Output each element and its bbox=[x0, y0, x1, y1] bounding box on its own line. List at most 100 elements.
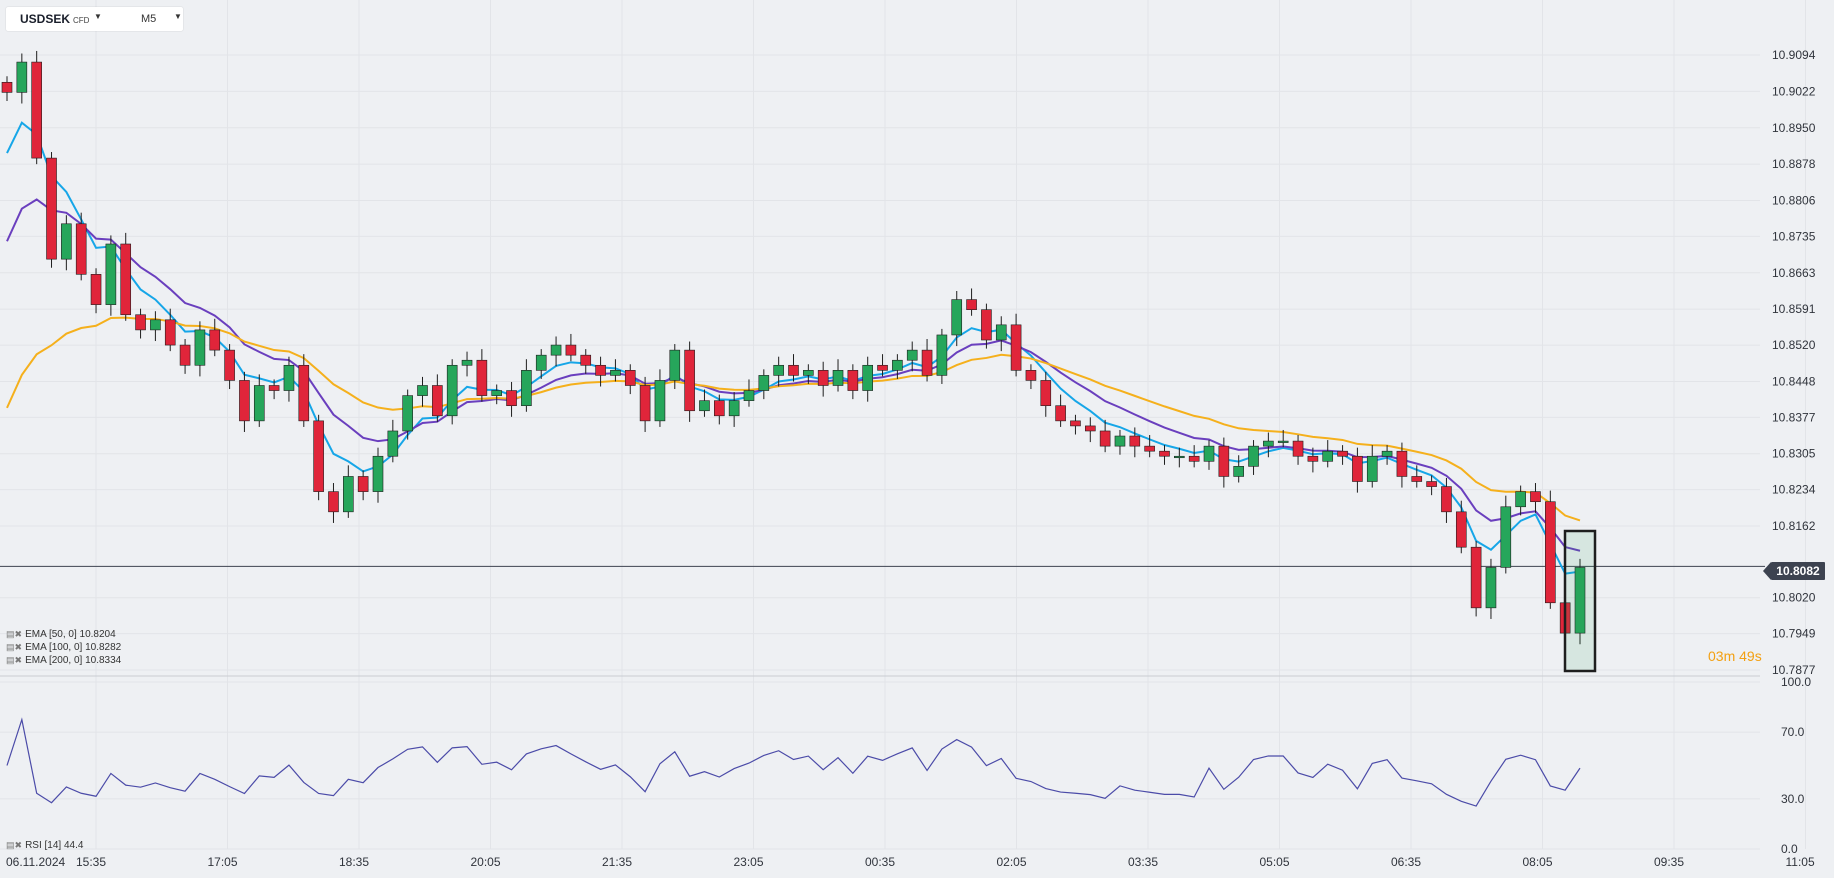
x-tick-label: 06:35 bbox=[1391, 855, 1421, 869]
countdown-seconds: 49 bbox=[1739, 648, 1755, 664]
candle-down bbox=[624, 370, 636, 386]
candlesticks bbox=[1, 50, 1597, 673]
candle-down bbox=[1188, 455, 1200, 462]
candle-down bbox=[981, 309, 992, 341]
close-icon[interactable]: ✖ bbox=[14, 655, 23, 665]
candle-down bbox=[788, 364, 799, 376]
chevron-down-icon[interactable]: ▼ bbox=[94, 12, 102, 21]
rsi-line bbox=[6, 717, 1581, 807]
candle-down bbox=[135, 314, 146, 331]
candle-down bbox=[1307, 455, 1319, 462]
candle-up bbox=[995, 324, 1007, 341]
candle-down bbox=[877, 364, 888, 371]
x-tick-label: 23:05 bbox=[734, 855, 764, 869]
rsi-panel bbox=[6, 717, 1581, 807]
candle-down bbox=[1129, 435, 1141, 447]
close-icon[interactable]: ✖ bbox=[14, 840, 23, 850]
candle-up bbox=[343, 476, 354, 513]
candle-down bbox=[714, 400, 725, 417]
y-tick-label: 10.8950 bbox=[1772, 121, 1816, 135]
candle-up bbox=[1277, 440, 1289, 443]
settings-icon[interactable]: ▤ bbox=[6, 642, 15, 652]
x-tick-label: 00:35 bbox=[865, 855, 895, 869]
y-tick-label: 10.8162 bbox=[1772, 519, 1816, 533]
settings-icon[interactable]: ▤ bbox=[6, 655, 15, 665]
candle-up bbox=[535, 354, 547, 371]
candle-down bbox=[1530, 491, 1541, 503]
x-tick-label: 03:35 bbox=[1128, 855, 1158, 869]
candle-down bbox=[31, 61, 42, 159]
y-tick-label: 10.8234 bbox=[1772, 483, 1816, 497]
rsi-tick-label: 0.0 bbox=[1781, 842, 1798, 856]
candle-down bbox=[1337, 450, 1348, 457]
timeframe-selector[interactable]: M5 bbox=[141, 13, 157, 25]
candle-down bbox=[179, 344, 191, 366]
x-tick-label: 15:35 bbox=[76, 855, 106, 869]
candle-down bbox=[1292, 440, 1304, 457]
y-tick-label: 10.8591 bbox=[1772, 302, 1816, 316]
candle-up bbox=[402, 395, 413, 432]
candle-up bbox=[550, 344, 562, 356]
y-tick-label: 10.8305 bbox=[1772, 447, 1816, 461]
candle-up bbox=[521, 370, 532, 407]
symbol-selector[interactable]: USDSEK CFD bbox=[20, 12, 89, 26]
candle-down bbox=[298, 364, 310, 422]
y-tick-label: 10.9094 bbox=[1772, 48, 1816, 62]
chevron-down-icon[interactable]: ▼ bbox=[174, 12, 182, 21]
legend-ema-50-label: EMA [50, 0] 10.8204 bbox=[25, 629, 116, 640]
candle-up bbox=[862, 364, 873, 391]
candle-down bbox=[1545, 501, 1556, 604]
legend-ema-200: ▤✖ EMA [200, 0] 10.8334 bbox=[6, 654, 121, 667]
candle-up bbox=[1322, 450, 1334, 462]
x-tick-label: 09:35 bbox=[1654, 855, 1684, 869]
candle-up bbox=[417, 385, 428, 396]
candle-up bbox=[283, 364, 295, 391]
y-tick-label: 10.9022 bbox=[1772, 84, 1816, 98]
y-tick-label: 10.8448 bbox=[1772, 374, 1816, 388]
y-tick-label: 10.8020 bbox=[1772, 591, 1816, 605]
settings-icon[interactable]: ▤ bbox=[6, 629, 15, 639]
candle-up bbox=[1381, 450, 1393, 457]
candle-up bbox=[1515, 491, 1526, 508]
legend-ema-100-label: EMA [100, 0] 10.8282 bbox=[25, 642, 122, 653]
x-tick-label: 21:35 bbox=[602, 855, 632, 869]
y-tick-label: 10.8377 bbox=[1772, 410, 1816, 424]
candle-up bbox=[461, 359, 473, 366]
candle-up bbox=[758, 375, 770, 391]
candle-up bbox=[951, 299, 963, 336]
candle-down bbox=[432, 385, 443, 417]
candle-up bbox=[16, 61, 28, 93]
candle-down bbox=[1040, 380, 1052, 407]
candle-up bbox=[1233, 466, 1244, 477]
current-candle-highlight bbox=[1563, 529, 1597, 673]
ema-lines bbox=[6, 121, 1581, 575]
candle-up bbox=[906, 349, 918, 361]
last-price-tag: 10.8082 bbox=[1763, 562, 1825, 580]
candle-up bbox=[194, 329, 206, 366]
candle-down bbox=[595, 364, 606, 376]
candle-down bbox=[847, 370, 859, 391]
symbol-label: USDSEK bbox=[20, 12, 71, 26]
x-tick-label: 05:05 bbox=[1260, 855, 1290, 869]
y-tick-label: 10.7877 bbox=[1772, 663, 1816, 677]
candle-down bbox=[1010, 324, 1022, 371]
candle-up bbox=[654, 380, 666, 422]
x-tick-label: 17:05 bbox=[208, 855, 238, 869]
candle-down bbox=[1352, 455, 1363, 482]
rsi-tick-label: 30.0 bbox=[1781, 792, 1805, 806]
candle-up bbox=[372, 455, 384, 492]
candle-down bbox=[1099, 430, 1111, 447]
candle-down bbox=[75, 223, 87, 275]
candle-down bbox=[90, 274, 102, 305]
candle-up bbox=[832, 370, 844, 386]
x-tick-label: 06.11.2024 bbox=[6, 855, 65, 869]
legend-rsi-label: RSI [14] 44.4 bbox=[25, 840, 84, 851]
settings-icon[interactable]: ▤ bbox=[6, 840, 15, 850]
close-icon[interactable]: ✖ bbox=[14, 642, 23, 652]
candle-up bbox=[150, 319, 161, 331]
candle-down bbox=[313, 420, 324, 492]
close-icon[interactable]: ✖ bbox=[14, 629, 23, 639]
candle-up bbox=[446, 364, 458, 417]
legend-rsi: ▤✖ RSI [14] 44.4 bbox=[6, 839, 83, 852]
